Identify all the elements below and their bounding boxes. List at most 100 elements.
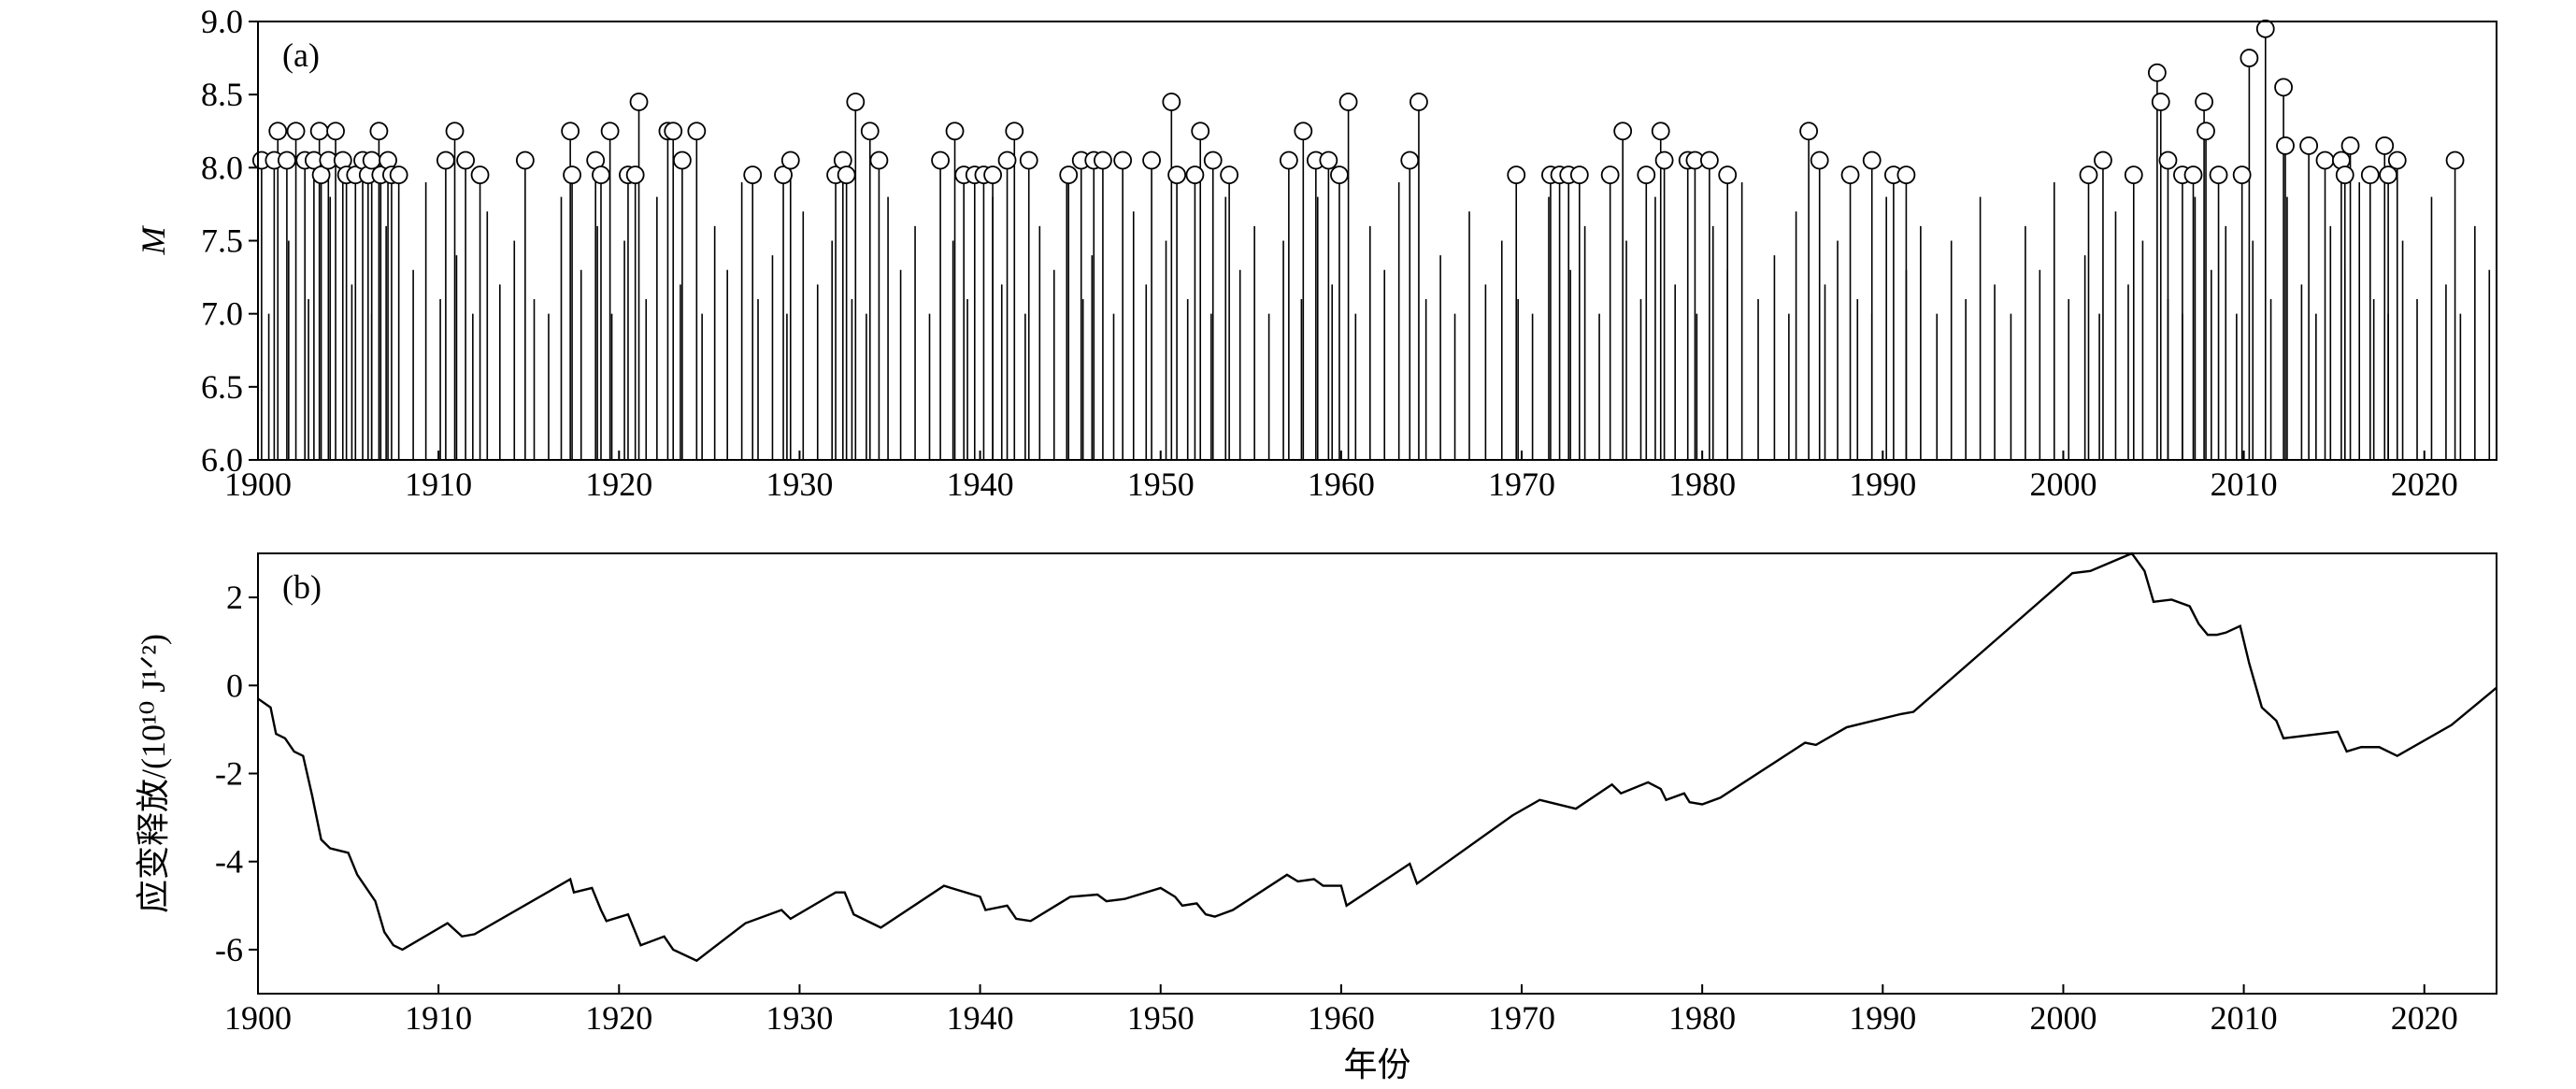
stem-marker bbox=[1654, 150, 1674, 170]
stem-marker bbox=[2151, 93, 2170, 111]
stem-marker bbox=[2094, 150, 2112, 170]
stem-marker bbox=[1896, 165, 1916, 185]
stem-marker bbox=[2315, 150, 2335, 170]
stem-marker bbox=[1718, 165, 1738, 185]
stem-marker bbox=[2335, 165, 2354, 185]
stem-marker bbox=[687, 122, 707, 141]
x-tick-label: 1970 bbox=[1488, 466, 1555, 503]
stem-marker bbox=[2240, 49, 2259, 67]
x-tick-label: 1990 bbox=[1849, 466, 1916, 503]
stem-marker bbox=[1338, 93, 1358, 111]
x-tick-label: 1940 bbox=[947, 466, 1014, 503]
stem-marker bbox=[2232, 165, 2252, 185]
x-tick-label: 1920 bbox=[585, 999, 652, 1037]
y-tick-label: 8.0 bbox=[201, 149, 243, 186]
stem-marker bbox=[1840, 165, 1860, 185]
y-tick-label: 2 bbox=[226, 579, 243, 616]
stem-marker bbox=[1410, 93, 1428, 111]
stem-marker bbox=[2445, 150, 2465, 170]
stem-marker bbox=[2209, 165, 2228, 185]
x-tick-label: 1900 bbox=[224, 999, 292, 1037]
x-tick-label: 1920 bbox=[585, 466, 652, 503]
y-tick-label: -4 bbox=[215, 843, 243, 881]
plot-frame bbox=[257, 552, 2497, 995]
stem-marker bbox=[1651, 122, 1670, 141]
stem-marker bbox=[278, 150, 296, 170]
stem-marker bbox=[1162, 93, 1181, 111]
stem-marker bbox=[983, 165, 1003, 185]
stem-marker bbox=[2375, 136, 2395, 155]
stem-marker bbox=[1294, 122, 1313, 141]
stem-marker bbox=[2299, 136, 2319, 155]
stem-marker bbox=[600, 122, 620, 141]
stem-marker bbox=[2387, 150, 2407, 170]
stem-marker bbox=[997, 150, 1017, 170]
stem-marker bbox=[2197, 122, 2215, 141]
stem-marker bbox=[1400, 150, 1420, 170]
stem-marker bbox=[1613, 122, 1633, 141]
stem-marker bbox=[1094, 150, 1112, 170]
stem-marker bbox=[1699, 150, 1719, 170]
stem-marker bbox=[1019, 150, 1038, 170]
stem-marker bbox=[1507, 165, 1526, 185]
stem-marker bbox=[1059, 165, 1079, 185]
stem-marker bbox=[2274, 78, 2293, 97]
stem-marker bbox=[1330, 165, 1349, 185]
stem-marker bbox=[1191, 122, 1210, 141]
stem-marker bbox=[846, 93, 866, 111]
stem-marker bbox=[625, 165, 645, 185]
stem-marker bbox=[309, 122, 329, 141]
y-tick-label: 9.0 bbox=[201, 3, 243, 40]
stem-marker bbox=[2124, 165, 2143, 185]
stem-marker bbox=[2379, 165, 2398, 185]
stem-marker bbox=[1220, 165, 1239, 185]
stem-marker bbox=[2340, 136, 2360, 155]
y-tick-label: -6 bbox=[215, 931, 243, 968]
y-tick-label: 8.5 bbox=[201, 76, 243, 113]
y-tick-label: 6.5 bbox=[201, 368, 243, 406]
y-axis-label: M bbox=[135, 225, 172, 256]
stem-marker bbox=[515, 150, 535, 170]
x-tick-label: 1980 bbox=[1668, 466, 1736, 503]
stem-marker bbox=[369, 122, 389, 141]
x-tick-label: 1910 bbox=[405, 999, 472, 1037]
x-tick-label: 2000 bbox=[2029, 466, 2097, 503]
x-tick-label: 1910 bbox=[405, 466, 472, 503]
stem-marker bbox=[860, 122, 880, 141]
x-tick-label: 2010 bbox=[2211, 999, 2278, 1037]
y-axis-label: 应变释放/(10¹⁰ J¹ᐟ²) bbox=[135, 634, 172, 913]
x-tick-label: 2020 bbox=[2391, 466, 2458, 503]
x-tick-label: 1970 bbox=[1488, 999, 1555, 1037]
x-tick-label: 1950 bbox=[1127, 999, 1195, 1037]
stem-marker bbox=[672, 150, 692, 170]
stem-marker bbox=[1005, 122, 1024, 141]
stem-marker bbox=[869, 150, 889, 170]
panel: 1900 1910 1920 1930 1940 1950 1960 1970 1980 1990… bbox=[135, 552, 2497, 1083]
stem-marker bbox=[1279, 150, 1298, 170]
stem-marker bbox=[2158, 150, 2178, 170]
stem-marker bbox=[1319, 150, 1338, 170]
stem-marker bbox=[1569, 165, 1589, 185]
stem-marker bbox=[945, 122, 965, 141]
x-tick-label: 1930 bbox=[766, 466, 833, 503]
stem-marker bbox=[592, 165, 610, 185]
stem-marker bbox=[2195, 93, 2214, 111]
stem-marker bbox=[1167, 165, 1187, 185]
stem-marker bbox=[1113, 150, 1133, 170]
stem-marker bbox=[561, 122, 580, 141]
stem-marker bbox=[470, 165, 490, 185]
x-tick-label: 1990 bbox=[1849, 999, 1916, 1037]
stem-marker bbox=[1185, 165, 1205, 185]
stem-marker bbox=[629, 93, 649, 111]
stem-marker bbox=[664, 122, 683, 141]
stem-marker bbox=[268, 122, 288, 141]
x-tick-label: 2000 bbox=[2029, 999, 2097, 1037]
x-axis-label: 年份 bbox=[1343, 1046, 1410, 1083]
panel-label: (b) bbox=[282, 568, 322, 606]
stem-marker bbox=[2255, 19, 2275, 38]
panel-label: (a) bbox=[282, 36, 320, 74]
x-tick-label: 2020 bbox=[2391, 999, 2458, 1037]
panel: 1900 1910 1920 1930 1940 1950 1960 1970 1980 1990… bbox=[135, 3, 2497, 503]
x-tick-label: 1960 bbox=[1308, 999, 1375, 1037]
